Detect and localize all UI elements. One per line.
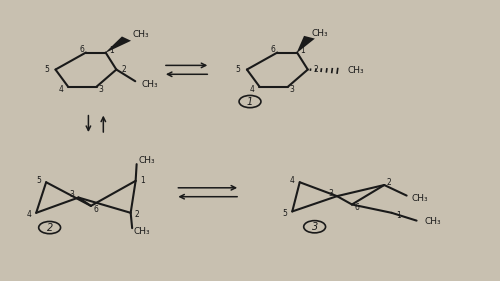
Text: 2: 2 <box>387 178 392 187</box>
Text: 2: 2 <box>46 223 52 233</box>
Text: CH₃: CH₃ <box>424 217 440 226</box>
Text: 3: 3 <box>70 190 74 199</box>
Text: 6: 6 <box>94 205 98 214</box>
Text: 4: 4 <box>250 85 255 94</box>
Polygon shape <box>297 36 315 53</box>
Text: 1: 1 <box>109 46 114 55</box>
Text: 3: 3 <box>328 189 333 198</box>
Text: 3: 3 <box>98 85 103 94</box>
Text: 1: 1 <box>140 176 144 185</box>
Text: 6: 6 <box>80 45 84 54</box>
Text: 5: 5 <box>282 209 287 218</box>
Text: CH₃: CH₃ <box>141 80 158 89</box>
Text: 3: 3 <box>312 222 318 232</box>
Text: 5: 5 <box>236 65 240 74</box>
Text: 4: 4 <box>290 176 294 185</box>
Text: 4: 4 <box>58 85 64 94</box>
Text: 2: 2 <box>135 210 140 219</box>
Text: 2: 2 <box>122 65 126 74</box>
Text: 4: 4 <box>26 210 31 219</box>
Text: 3: 3 <box>290 85 294 94</box>
Text: 1: 1 <box>300 46 306 55</box>
Text: 1: 1 <box>396 210 400 219</box>
Text: 6: 6 <box>271 45 276 54</box>
Text: CH₃: CH₃ <box>312 29 328 38</box>
Text: CH₃: CH₃ <box>348 66 364 75</box>
Text: CH₃: CH₃ <box>133 31 150 40</box>
Text: 5: 5 <box>36 176 41 185</box>
Text: 5: 5 <box>44 65 49 74</box>
Text: CH₃: CH₃ <box>412 194 428 203</box>
Text: 6: 6 <box>354 203 360 212</box>
Text: 1: 1 <box>247 97 253 106</box>
Text: CH₃: CH₃ <box>134 227 150 236</box>
Text: CH₃: CH₃ <box>138 156 155 165</box>
Text: 2: 2 <box>314 65 318 74</box>
Polygon shape <box>106 37 131 53</box>
